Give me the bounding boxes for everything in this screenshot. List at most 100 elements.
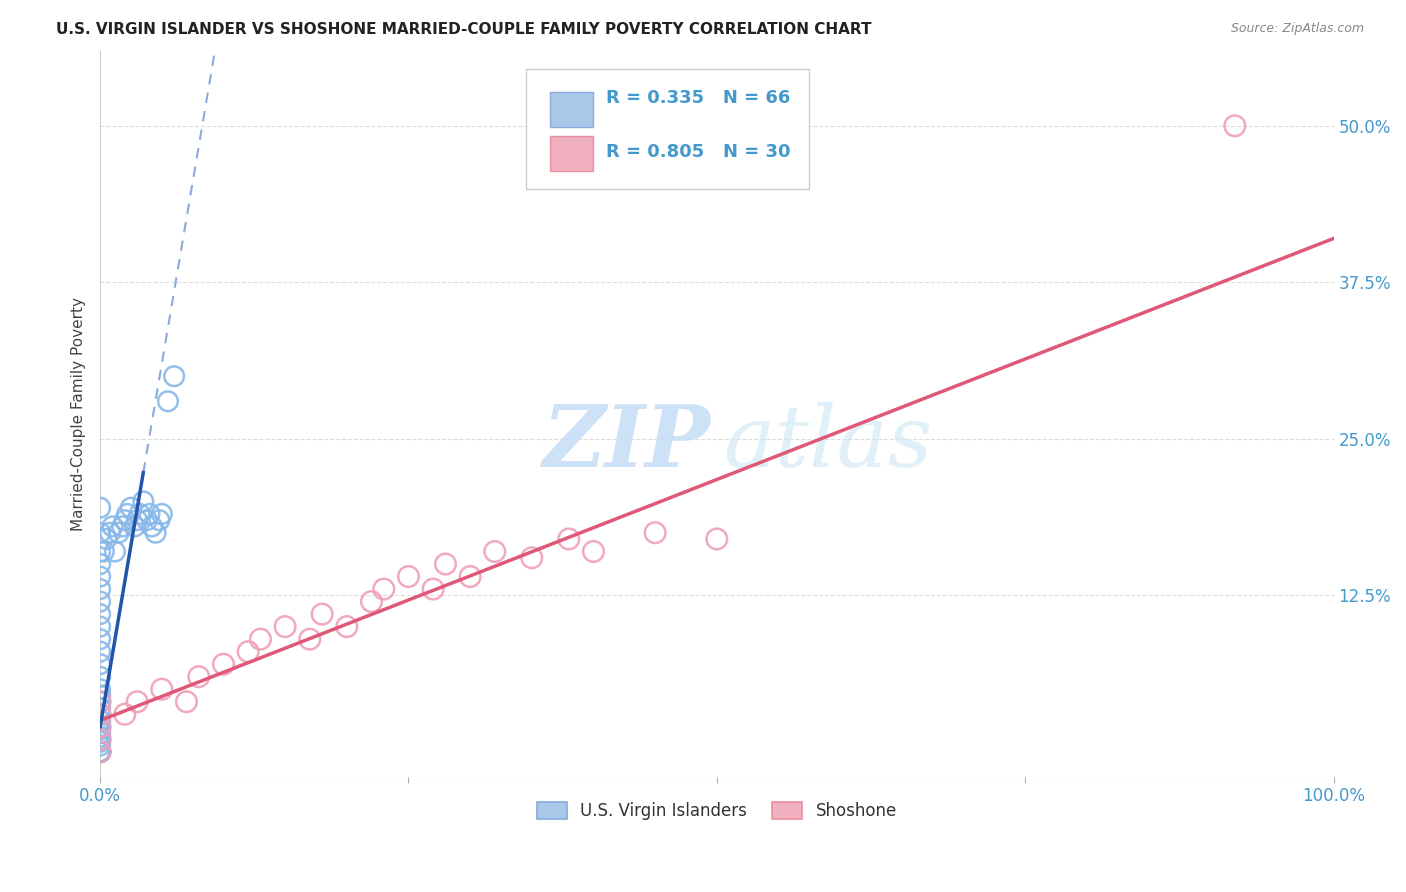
- Legend: U.S. Virgin Islanders, Shoshone: U.S. Virgin Islanders, Shoshone: [530, 795, 904, 827]
- Point: [274, 619, 297, 633]
- Point: [89, 525, 111, 540]
- Point: [163, 369, 186, 384]
- Point: [89, 745, 111, 759]
- FancyBboxPatch shape: [526, 69, 810, 188]
- Point: [89, 707, 111, 722]
- Text: R = 0.335   N = 66: R = 0.335 N = 66: [606, 89, 790, 107]
- Point: [89, 745, 111, 759]
- Point: [89, 745, 111, 759]
- Point: [298, 632, 321, 647]
- Point: [89, 723, 111, 737]
- Point: [89, 544, 111, 558]
- Point: [558, 532, 581, 546]
- Point: [336, 619, 359, 633]
- Point: [132, 494, 155, 508]
- Point: [145, 525, 167, 540]
- Point: [89, 670, 111, 684]
- Text: ZIP: ZIP: [543, 401, 710, 484]
- Point: [89, 745, 111, 759]
- Point: [89, 582, 111, 596]
- Point: [89, 695, 111, 709]
- Point: [150, 507, 173, 521]
- Point: [89, 701, 111, 715]
- Point: [89, 619, 111, 633]
- Point: [236, 645, 259, 659]
- Point: [89, 594, 111, 608]
- Point: [101, 519, 124, 533]
- Point: [458, 569, 481, 583]
- Point: [89, 745, 111, 759]
- Point: [89, 730, 111, 744]
- Point: [89, 745, 111, 759]
- Point: [89, 689, 111, 703]
- Point: [89, 745, 111, 759]
- Point: [212, 657, 235, 672]
- Point: [128, 507, 150, 521]
- Point: [120, 500, 142, 515]
- Point: [1223, 119, 1246, 133]
- Point: [89, 714, 111, 728]
- Point: [104, 544, 127, 558]
- Point: [484, 544, 506, 558]
- Point: [373, 582, 395, 596]
- Point: [107, 525, 129, 540]
- Text: atlas: atlas: [723, 401, 932, 484]
- Point: [89, 745, 111, 759]
- Point: [138, 507, 160, 521]
- Point: [89, 745, 111, 759]
- Point: [89, 720, 111, 734]
- Point: [136, 513, 159, 527]
- Point: [148, 513, 170, 527]
- Point: [89, 732, 111, 747]
- Point: [520, 550, 543, 565]
- Point: [89, 745, 111, 759]
- Point: [644, 525, 666, 540]
- Point: [89, 645, 111, 659]
- Point: [127, 695, 149, 709]
- Point: [89, 735, 111, 749]
- Point: [96, 532, 118, 546]
- Point: [89, 745, 111, 759]
- Point: [98, 525, 121, 540]
- Point: [89, 500, 111, 515]
- Point: [89, 726, 111, 740]
- Point: [89, 745, 111, 759]
- Point: [89, 632, 111, 647]
- Point: [176, 695, 198, 709]
- Point: [89, 607, 111, 621]
- Point: [434, 557, 457, 571]
- Point: [141, 519, 163, 533]
- Point: [89, 557, 111, 571]
- Text: Source: ZipAtlas.com: Source: ZipAtlas.com: [1230, 22, 1364, 36]
- Point: [114, 513, 136, 527]
- Point: [89, 695, 111, 709]
- Point: [89, 739, 111, 753]
- Point: [398, 569, 420, 583]
- Y-axis label: Married-Couple Family Poverty: Married-Couple Family Poverty: [72, 297, 86, 531]
- Text: U.S. VIRGIN ISLANDER VS SHOSHONE MARRIED-COUPLE FAMILY POVERTY CORRELATION CHART: U.S. VIRGIN ISLANDER VS SHOSHONE MARRIED…: [56, 22, 872, 37]
- Bar: [550, 136, 593, 170]
- Point: [114, 707, 136, 722]
- Point: [111, 519, 134, 533]
- Point: [89, 745, 111, 759]
- Point: [582, 544, 605, 558]
- Point: [89, 745, 111, 759]
- Point: [422, 582, 444, 596]
- Text: R = 0.805   N = 30: R = 0.805 N = 30: [606, 144, 790, 161]
- Point: [89, 682, 111, 697]
- Point: [89, 569, 111, 583]
- Point: [89, 745, 111, 759]
- Point: [124, 519, 146, 533]
- Point: [187, 670, 209, 684]
- Point: [117, 507, 139, 521]
- Point: [156, 394, 179, 409]
- Bar: [550, 92, 593, 127]
- Point: [360, 594, 382, 608]
- Point: [89, 657, 111, 672]
- Point: [706, 532, 728, 546]
- Point: [93, 544, 115, 558]
- Point: [89, 732, 111, 747]
- Point: [89, 745, 111, 759]
- Point: [89, 707, 111, 722]
- Point: [150, 682, 173, 697]
